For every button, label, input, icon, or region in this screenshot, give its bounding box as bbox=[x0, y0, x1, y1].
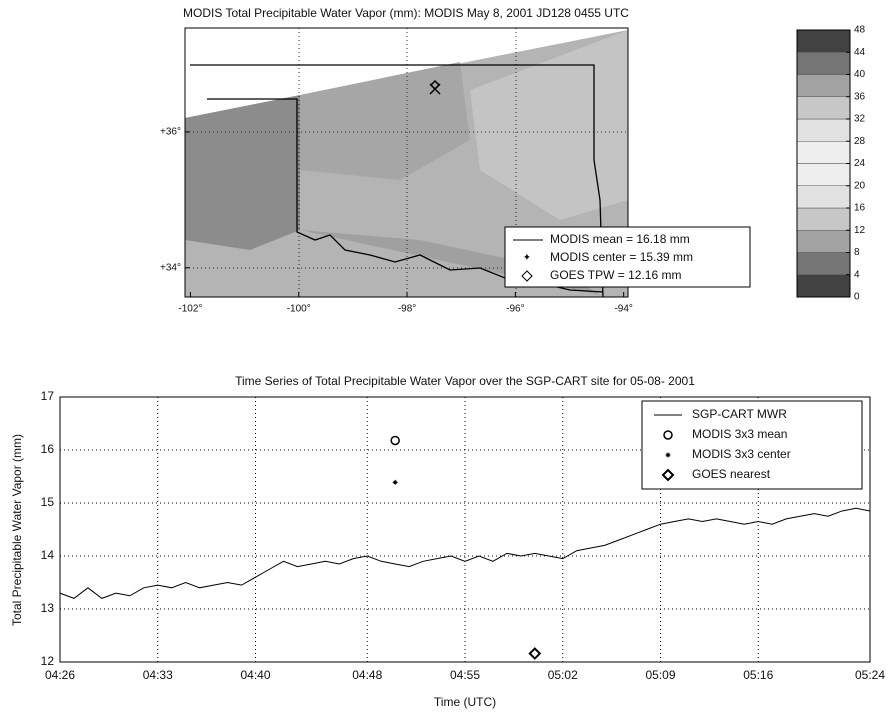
colorbar-tick-label: 48 bbox=[854, 25, 866, 36]
map-legend: ✦ MODIS mean = 16.18 mm MODIS center = 1… bbox=[504, 226, 751, 288]
y-axis-label: Total Precipitable Water Vapor (mm) bbox=[10, 434, 24, 626]
site-marker bbox=[429, 79, 441, 95]
colorbar-tick-label: 40 bbox=[854, 69, 866, 80]
map-frame bbox=[184, 27, 629, 298]
colorbar-band bbox=[796, 74, 851, 97]
legend-symbol bbox=[665, 452, 671, 458]
x-axis-label: Time (UTC) bbox=[434, 695, 496, 709]
marker bbox=[392, 479, 398, 485]
series-line bbox=[59, 507, 871, 599]
colorbar-tick-label: 4 bbox=[854, 269, 860, 280]
colorbar-band bbox=[796, 29, 851, 53]
y-tick-label: 17 bbox=[41, 389, 55, 403]
legend-frame bbox=[641, 400, 863, 490]
legend-entry: MODIS 3x3 mean bbox=[692, 427, 787, 441]
colorbar-band bbox=[796, 230, 851, 253]
colorbar-band bbox=[796, 141, 851, 164]
map-title: MODIS Total Precipitable Water Vapor (mm… bbox=[183, 6, 629, 20]
colorbar-tick-label: 24 bbox=[854, 158, 866, 169]
colorbar-band bbox=[796, 52, 851, 75]
colorbar-tick-label: 28 bbox=[854, 136, 866, 147]
colorbar-tick-label: 32 bbox=[854, 114, 866, 125]
y-tick-label: 13 bbox=[41, 601, 55, 615]
map-legend-entry: MODIS mean = 16.18 mm bbox=[550, 232, 690, 246]
colorbar-tick-label: 12 bbox=[854, 225, 866, 236]
colorbar-tick-label: 0 bbox=[854, 292, 860, 303]
colorbar-band bbox=[796, 252, 851, 275]
colorbar-tick-label: 44 bbox=[854, 47, 866, 58]
legend-symbol bbox=[663, 430, 673, 440]
colorbar-frame bbox=[796, 29, 851, 298]
map-legend-entry: MODIS center = 15.39 mm bbox=[550, 250, 693, 264]
x-tick-label: 05:16 bbox=[743, 668, 773, 682]
legend: SGP-CART MWR MODIS 3x3 mean MODIS 3x3 cent… bbox=[641, 400, 863, 490]
plot-frame bbox=[59, 396, 871, 663]
chart-title: Time Series of Total Precipitable Water … bbox=[235, 374, 695, 388]
x-tick-label: 04:48 bbox=[352, 668, 382, 682]
y-tick-label: 12 bbox=[41, 654, 55, 668]
y-tick-label: +34° bbox=[160, 262, 181, 273]
svg-text:✦: ✦ bbox=[523, 253, 531, 264]
y-tick-label: +36° bbox=[160, 127, 181, 138]
colorbar-band bbox=[796, 163, 851, 186]
x-tick-label: 05:09 bbox=[646, 668, 676, 682]
colorbar-band bbox=[796, 185, 851, 209]
legend-entry: MODIS 3x3 center bbox=[692, 447, 791, 461]
colorbar-band bbox=[796, 96, 851, 120]
x-tick-label: -98° bbox=[398, 304, 416, 315]
colorbar-band bbox=[796, 207, 851, 231]
colorbar-tick-label: 8 bbox=[854, 247, 860, 258]
y-tick-label: 15 bbox=[41, 495, 55, 509]
x-tick-label: -102° bbox=[178, 304, 202, 315]
map-legend-entry: GOES TPW = 12.16 mm bbox=[550, 268, 681, 282]
legend-symbol bbox=[661, 468, 675, 482]
x-tick-label: 05:02 bbox=[548, 668, 578, 682]
x-tick-label: 04:55 bbox=[450, 668, 480, 682]
marker bbox=[528, 647, 542, 660]
x-tick-label: 04:26 bbox=[45, 668, 75, 682]
legend-entry: SGP-CART MWR bbox=[692, 407, 787, 421]
legend-entry: GOES nearest bbox=[692, 467, 771, 481]
x-tick-label: -94° bbox=[614, 304, 632, 315]
colorbar-tick-label: 16 bbox=[854, 203, 866, 214]
y-tick-label: 14 bbox=[41, 548, 55, 562]
x-tick-label: -100° bbox=[287, 304, 311, 315]
x-tick-label: 05:24 bbox=[855, 668, 885, 682]
colorbar-band bbox=[796, 118, 851, 142]
marker bbox=[390, 435, 400, 446]
colorbar-tick-label: 20 bbox=[854, 180, 866, 191]
y-tick-label: 16 bbox=[41, 442, 55, 456]
colorbar-tick-label: 36 bbox=[854, 91, 866, 102]
x-tick-label: 04:40 bbox=[241, 668, 271, 682]
x-tick-label: 04:33 bbox=[143, 668, 173, 682]
x-tick-label: -96° bbox=[506, 304, 524, 315]
colorbar-band bbox=[796, 274, 851, 298]
